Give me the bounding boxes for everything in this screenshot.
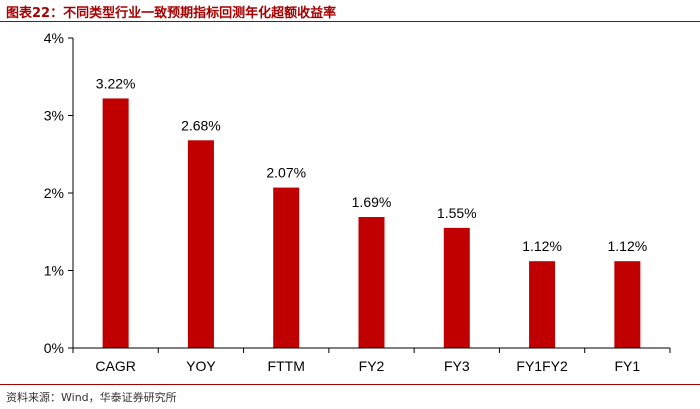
x-axis: CAGR YOY FTTM FY2 FY3 FY1FY2 FY1 (72, 347, 671, 374)
x-tick-label: FTTM (268, 358, 305, 374)
x-tick-label: CAGR (95, 358, 135, 374)
bar (529, 261, 556, 348)
figure-number: 图表22： (6, 6, 64, 21)
x-tick-label: FY3 (444, 358, 470, 374)
bar (358, 217, 385, 348)
y-tick-label: 3% (44, 108, 64, 124)
bar (102, 98, 129, 348)
x-tick-label: FY1FY2 (516, 358, 568, 374)
bar (187, 140, 214, 348)
bar-chart: 3.22% 2.68% 2.07% 1.69% 1.55% 1.12% 1.12% 0% 1%… (44, 30, 671, 374)
y-tick-label: 4% (44, 30, 64, 46)
footer-divider (0, 384, 700, 385)
data-label: 1.12% (522, 238, 562, 254)
bar (614, 261, 641, 348)
y-tick-label: 0% (44, 340, 64, 356)
data-label: 1.12% (608, 238, 648, 254)
bar (273, 187, 300, 348)
y-tick-label: 2% (44, 185, 64, 201)
data-label: 2.68% (181, 117, 221, 133)
x-tick-label: YOY (186, 358, 216, 374)
x-tick-label: FY1 (615, 358, 641, 374)
chart-title-bar: 图表22：不同类型行业一致预期指标回测年化超额收益率 (0, 0, 700, 22)
y-tick-label: 1% (44, 263, 64, 279)
data-label: 1.69% (352, 194, 392, 210)
data-label-group: 3.22% 2.68% 2.07% 1.69% 1.55% 1.12% 1.12% (96, 75, 647, 254)
figure-caption: 不同类型行业一致预期指标回测年化超额收益率 (63, 6, 337, 21)
y-axis: 0% 1% 2% 3% 4% (44, 30, 74, 356)
bar-group (102, 98, 641, 348)
source-note: 资料来源：Wind，华泰证券研究所 (6, 391, 177, 404)
data-label: 1.55% (437, 205, 477, 221)
chart-title: 图表22：不同类型行业一致预期指标回测年化超额收益率 (6, 2, 336, 21)
title-divider (0, 21, 700, 22)
x-tick-label: FY2 (359, 358, 385, 374)
bar (443, 227, 470, 348)
data-label: 3.22% (96, 75, 136, 91)
data-label: 2.07% (266, 165, 306, 181)
